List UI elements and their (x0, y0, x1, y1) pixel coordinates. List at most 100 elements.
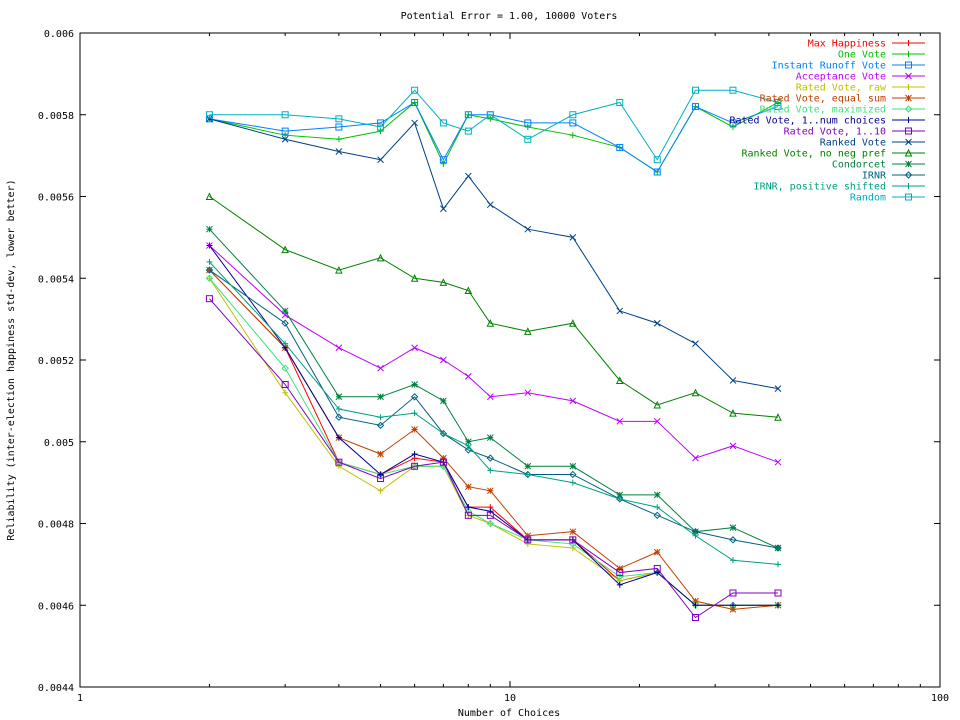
series-10 (205, 192, 782, 421)
data-point (335, 344, 343, 352)
data-point (206, 258, 213, 265)
data-point (653, 548, 661, 556)
data-point (281, 135, 289, 143)
series-line (209, 269, 779, 549)
data-point (774, 103, 782, 111)
data-point (729, 605, 737, 613)
data-point (524, 536, 532, 544)
legend-label: Rated Vote, raw (796, 83, 887, 94)
data-point (335, 463, 342, 470)
data-point (569, 132, 576, 139)
data-point (335, 148, 343, 155)
data-point (205, 295, 213, 303)
series-line (209, 277, 778, 606)
y-tick-label: 0.0056 (38, 193, 74, 204)
data-point (729, 442, 737, 450)
y-tick-label: 0.0054 (38, 274, 74, 285)
data-point (615, 376, 624, 384)
series-line (209, 228, 779, 549)
legend-marker (904, 171, 913, 179)
data-point (616, 491, 624, 499)
data-point (281, 381, 289, 389)
series-3 (206, 242, 782, 466)
legend-label: Max Happiness (808, 39, 886, 50)
x-tick-label: 10 (504, 693, 516, 704)
data-point (729, 86, 737, 94)
legend-marker (905, 61, 912, 69)
series-layer (205, 86, 782, 622)
series-6 (205, 274, 782, 609)
data-point (692, 597, 699, 605)
data-point (569, 319, 577, 327)
data-point (729, 377, 737, 384)
data-point (653, 491, 661, 499)
data-point (487, 115, 494, 122)
data-point (653, 417, 661, 425)
data-point (411, 344, 418, 352)
data-point (335, 406, 342, 413)
legend-label: IRNR, positive shifted (754, 182, 886, 193)
legend-label: Rated Vote, equal sum (760, 94, 886, 105)
series-line (209, 196, 779, 418)
data-point (524, 532, 532, 540)
data-point (774, 589, 782, 597)
data-point (464, 372, 472, 380)
data-point (653, 400, 662, 409)
legend-marker (904, 148, 913, 157)
x-tick-label: 1 (77, 693, 83, 704)
data-point (524, 119, 532, 127)
data-point (729, 589, 737, 597)
y-axis: 0.0044 0.0046 0.0048 0.005 0.0052 0.0054 0.005… (38, 29, 940, 694)
series-line (209, 261, 779, 565)
data-point (487, 508, 494, 515)
data-point (377, 128, 384, 135)
data-point (616, 565, 624, 572)
data-point (653, 168, 661, 176)
chart-title: Potential Error = 1.00, 10000 Voters (401, 11, 618, 22)
data-point (616, 98, 624, 106)
legend-marker (905, 183, 912, 189)
series-line (209, 277, 778, 606)
data-point (486, 393, 494, 401)
y-axis-label: Reliability (inter-election happiness st… (6, 179, 17, 540)
legend-label: Instant Runoff Vote (772, 61, 886, 72)
data-point (653, 564, 661, 572)
data-point (377, 475, 385, 483)
data-point (377, 123, 385, 131)
x-axis-label: Number of Choices (458, 708, 560, 719)
data-point (654, 504, 661, 511)
legend-label: Rated Vote, 1..num choices (729, 116, 886, 127)
legend-label: IRNR (862, 171, 887, 182)
data-point (282, 389, 289, 396)
data-point (653, 511, 661, 520)
data-point (440, 397, 447, 405)
data-point (654, 569, 661, 576)
data-point (377, 450, 384, 458)
series-line (209, 298, 778, 619)
data-point (377, 471, 384, 478)
data-point (335, 458, 343, 466)
data-point (411, 410, 418, 417)
data-point (465, 504, 472, 511)
data-point (774, 561, 781, 568)
data-point (335, 136, 342, 143)
legend-marker (905, 127, 912, 135)
data-point (616, 495, 623, 502)
data-point (281, 111, 289, 119)
y-tick-label: 0.0044 (38, 683, 74, 694)
data-point (411, 86, 419, 94)
data-point (729, 602, 736, 609)
data-point (569, 111, 577, 119)
data-point (206, 242, 213, 249)
data-point (774, 602, 781, 609)
data-point (282, 132, 289, 139)
data-point (692, 454, 699, 462)
data-point (486, 434, 494, 442)
data-point (376, 421, 385, 430)
legend-label: Ranked Vote (820, 138, 886, 149)
data-point (205, 192, 214, 200)
legend-marker (905, 160, 912, 168)
legend-marker (905, 138, 912, 146)
data-point (464, 111, 472, 119)
